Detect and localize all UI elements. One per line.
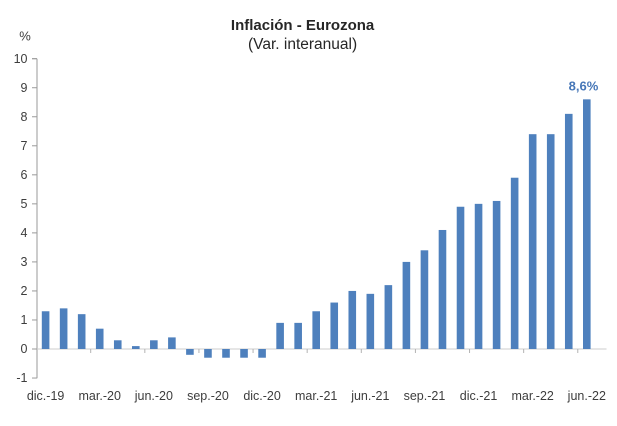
svg-text:dic.-21: dic.-21 bbox=[460, 389, 498, 403]
svg-text:(Var. interanual): (Var. interanual) bbox=[248, 36, 357, 53]
svg-text:4: 4 bbox=[21, 226, 28, 240]
svg-text:%: % bbox=[19, 28, 31, 43]
svg-text:jun.-22: jun.-22 bbox=[567, 389, 606, 403]
svg-text:jun.-21: jun.-21 bbox=[350, 389, 389, 403]
svg-text:mar.-22: mar.-22 bbox=[511, 389, 553, 403]
svg-text:jun.-20: jun.-20 bbox=[134, 389, 173, 403]
svg-text:sep.-21: sep.-21 bbox=[404, 389, 446, 403]
svg-text:dic.-20: dic.-20 bbox=[243, 389, 281, 403]
svg-text:6: 6 bbox=[21, 168, 28, 182]
svg-text:sep.-20: sep.-20 bbox=[187, 389, 229, 403]
svg-text:2: 2 bbox=[21, 284, 28, 298]
svg-text:3: 3 bbox=[21, 255, 28, 269]
svg-text:5: 5 bbox=[21, 197, 28, 211]
svg-text:1: 1 bbox=[21, 313, 28, 327]
svg-text:10: 10 bbox=[14, 52, 28, 66]
svg-text:-1: -1 bbox=[16, 371, 27, 385]
svg-text:mar.-20: mar.-20 bbox=[79, 389, 121, 403]
svg-text:0: 0 bbox=[21, 342, 28, 356]
svg-text:7: 7 bbox=[21, 139, 28, 153]
svg-text:9: 9 bbox=[21, 81, 28, 95]
svg-text:8: 8 bbox=[21, 110, 28, 124]
svg-text:Inflación - Eurozona: Inflación - Eurozona bbox=[231, 17, 375, 34]
svg-text:mar.-21: mar.-21 bbox=[295, 389, 337, 403]
svg-text:dic.-19: dic.-19 bbox=[27, 389, 65, 403]
svg-text:8,6%: 8,6% bbox=[569, 78, 599, 93]
